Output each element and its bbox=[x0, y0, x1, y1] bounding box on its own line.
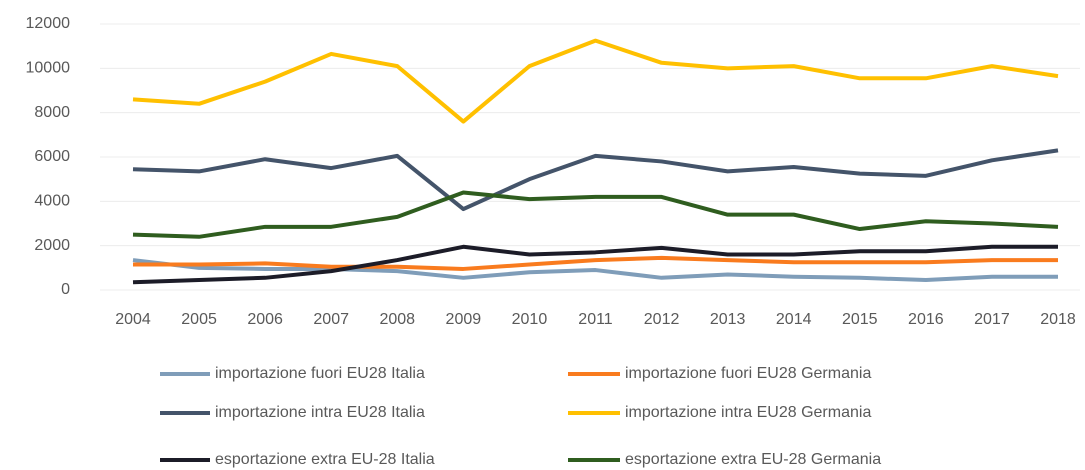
series-line bbox=[132, 38, 1059, 124]
x-tick-label: 2015 bbox=[842, 311, 878, 328]
x-tick-label: 2004 bbox=[115, 311, 151, 328]
series-line bbox=[133, 255, 1058, 271]
legend-label: importazione fuori EU28 Germania bbox=[625, 365, 871, 382]
x-tick-label: 2009 bbox=[446, 311, 482, 328]
x-tick-label: 2013 bbox=[710, 311, 746, 328]
legend-label: importazione intra EU28 Germania bbox=[625, 404, 871, 421]
y-tick-label: 0 bbox=[61, 281, 70, 298]
x-tick-label: 2017 bbox=[974, 311, 1010, 328]
legend-label: esportazione extra EU-28 Italia bbox=[215, 451, 435, 468]
series-line bbox=[132, 190, 1059, 239]
x-tick-label: 2007 bbox=[313, 311, 349, 328]
x-tick-label: 2006 bbox=[247, 311, 283, 328]
x-tick-label: 2010 bbox=[512, 311, 548, 328]
legend-label: esportazione extra EU-28 Germania bbox=[625, 451, 881, 468]
y-tick-label: 10000 bbox=[26, 60, 71, 77]
x-tick-label: 2014 bbox=[776, 311, 812, 328]
x-tick-label: 2005 bbox=[181, 311, 217, 328]
series-line bbox=[132, 244, 1058, 285]
y-tick-label: 6000 bbox=[34, 148, 70, 165]
y-tick-label: 12000 bbox=[26, 15, 71, 32]
x-tick-label: 2018 bbox=[1040, 311, 1076, 328]
series-line bbox=[132, 148, 1059, 212]
series-line bbox=[132, 258, 1058, 283]
y-tick-label: 4000 bbox=[34, 193, 70, 210]
legend-label: importazione intra EU28 Italia bbox=[215, 404, 425, 421]
y-tick-label: 2000 bbox=[34, 237, 70, 254]
x-tick-label: 2008 bbox=[379, 311, 415, 328]
x-tick-label: 2012 bbox=[644, 311, 680, 328]
y-tick-label: 8000 bbox=[34, 104, 70, 121]
x-tick-label: 2011 bbox=[578, 311, 613, 328]
x-tick-label: 2016 bbox=[908, 311, 944, 328]
legend-label: importazione fuori EU28 Italia bbox=[215, 365, 425, 382]
